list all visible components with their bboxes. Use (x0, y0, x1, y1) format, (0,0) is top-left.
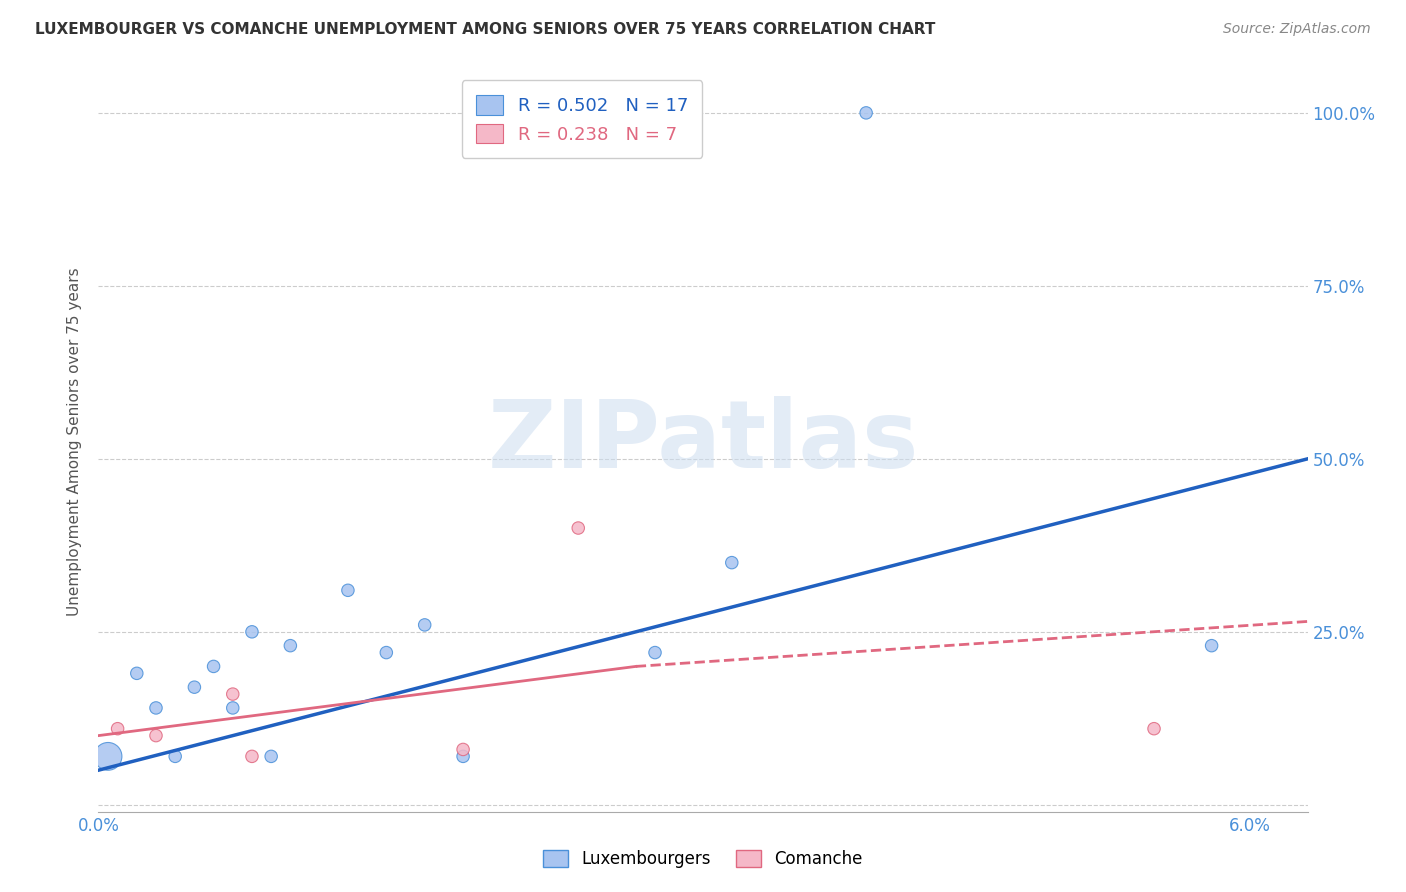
Point (145, 729, 167, 743)
Point (567, 521, 589, 535)
Point (240, 624, 263, 639)
Point (222, 687, 245, 701)
Point (413, 618, 436, 632)
Point (451, 749, 474, 764)
Point (720, 556, 742, 570)
Point (336, 583, 359, 598)
Point (280, 639, 302, 653)
Text: Source: ZipAtlas.com: Source: ZipAtlas.com (1223, 22, 1371, 37)
Point (260, 749, 283, 764)
Point (107, 722, 129, 736)
Point (222, 701, 245, 715)
Legend: Luxembourgers, Comanche: Luxembourgers, Comanche (537, 843, 869, 875)
Point (375, 646, 398, 660)
Point (183, 680, 205, 694)
Point (1201, 639, 1223, 653)
Point (165, 749, 187, 764)
Legend: R = 0.502   N = 17, R = 0.238   N = 7: R = 0.502 N = 17, R = 0.238 N = 7 (461, 80, 703, 158)
Text: ZIPatlas: ZIPatlas (488, 395, 918, 488)
Point (240, 749, 263, 764)
Point (644, 646, 666, 660)
Point (451, 742, 474, 756)
Point (125, 666, 148, 681)
Point (145, 701, 167, 715)
Point (855, 106, 877, 120)
Y-axis label: Unemployment Among Seniors over 75 years: Unemployment Among Seniors over 75 years (67, 268, 83, 615)
Text: LUXEMBOURGER VS COMANCHE UNEMPLOYMENT AMONG SENIORS OVER 75 YEARS CORRELATION CH: LUXEMBOURGER VS COMANCHE UNEMPLOYMENT AM… (35, 22, 935, 37)
Point (202, 659, 225, 673)
Point (97, 749, 120, 764)
Point (1143, 722, 1166, 736)
